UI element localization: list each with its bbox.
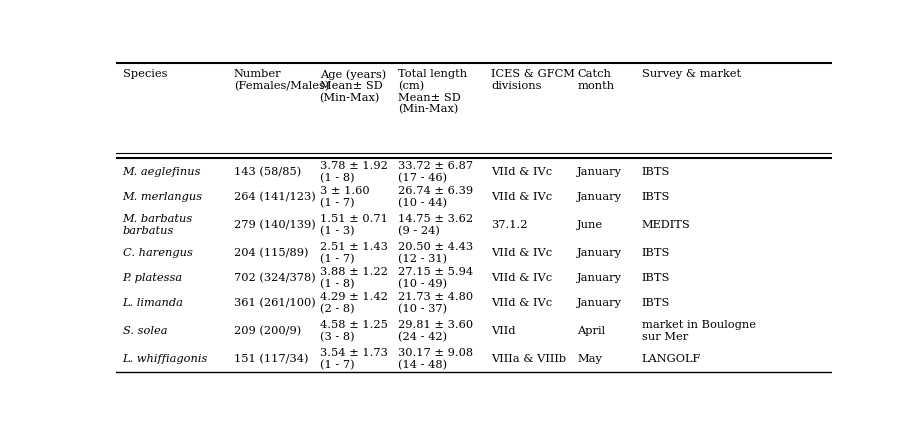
Text: VIId & IVc: VIId & IVc (492, 298, 553, 308)
Text: MEDITS: MEDITS (642, 220, 690, 230)
Text: 21.73 ± 4.80
(10 - 37): 21.73 ± 4.80 (10 - 37) (398, 292, 473, 314)
Text: 264 (141/123): 264 (141/123) (234, 192, 315, 202)
Text: L. limanda: L. limanda (123, 298, 184, 308)
Text: January: January (578, 298, 623, 308)
Text: ICES & GFCM
divisions: ICES & GFCM divisions (492, 69, 576, 114)
Text: 3.54 ± 1.73
(1 - 7): 3.54 ± 1.73 (1 - 7) (320, 348, 387, 371)
Text: 26.74 ± 6.39
(10 - 44): 26.74 ± 6.39 (10 - 44) (398, 186, 473, 208)
Text: 14.75 ± 3.62
(9 - 24): 14.75 ± 3.62 (9 - 24) (398, 214, 473, 236)
Text: IBTS: IBTS (642, 298, 670, 308)
Text: June: June (578, 220, 603, 230)
Text: 702 (324/378): 702 (324/378) (234, 273, 315, 283)
Text: IBTS: IBTS (642, 273, 670, 283)
Text: VIIIa & VIIIb: VIIIa & VIIIb (492, 354, 566, 364)
Text: Catch
month: Catch month (578, 69, 614, 114)
Text: May: May (578, 354, 602, 364)
Text: Number
(Females/Males): Number (Females/Males) (234, 69, 329, 114)
Text: 209 (200/9): 209 (200/9) (234, 326, 301, 337)
Text: Survey & market: Survey & market (642, 69, 741, 114)
Text: 29.81 ± 3.60
(24 - 42): 29.81 ± 3.60 (24 - 42) (398, 320, 473, 342)
Text: S. solea: S. solea (123, 326, 167, 336)
Text: M. barbatus
barbatus: M. barbatus barbatus (123, 214, 193, 236)
Text: 37.1.2: 37.1.2 (492, 220, 528, 230)
Text: market in Boulogne
sur Mer: market in Boulogne sur Mer (642, 320, 756, 342)
Text: 143 (58/85): 143 (58/85) (234, 167, 301, 177)
Text: VIId & IVc: VIId & IVc (492, 273, 553, 283)
Text: 30.17 ± 9.08
(14 - 48): 30.17 ± 9.08 (14 - 48) (398, 348, 473, 371)
Text: 204 (115/89): 204 (115/89) (234, 248, 309, 258)
Text: 4.58 ± 1.25
(3 - 8): 4.58 ± 1.25 (3 - 8) (320, 320, 387, 342)
Text: L. whiffiagonis: L. whiffiagonis (123, 354, 208, 364)
Text: LANGOLF: LANGOLF (642, 354, 701, 364)
Text: 2.51 ± 1.43
(1 - 7): 2.51 ± 1.43 (1 - 7) (320, 242, 387, 264)
Text: M. aeglefinus: M. aeglefinus (123, 167, 201, 177)
Text: 4.29 ± 1.42
(2 - 8): 4.29 ± 1.42 (2 - 8) (320, 292, 387, 314)
Text: M. merlangus: M. merlangus (123, 192, 202, 202)
Text: P. platessa: P. platessa (123, 273, 183, 283)
Text: 20.50 ± 4.43
(12 - 31): 20.50 ± 4.43 (12 - 31) (398, 242, 473, 264)
Text: VIId: VIId (492, 326, 516, 336)
Text: Age (years)
Mean± SD
(Min-Max): Age (years) Mean± SD (Min-Max) (320, 69, 386, 103)
Text: 3.78 ± 1.92
(1 - 8): 3.78 ± 1.92 (1 - 8) (320, 161, 387, 183)
Text: 3 ± 1.60
(1 - 7): 3 ± 1.60 (1 - 7) (320, 186, 370, 208)
Text: VIId & IVc: VIId & IVc (492, 248, 553, 258)
Text: January: January (578, 273, 623, 283)
Text: 27.15 ± 5.94
(10 - 49): 27.15 ± 5.94 (10 - 49) (398, 267, 473, 289)
Text: Species: Species (123, 69, 167, 114)
Text: 279 (140/139): 279 (140/139) (234, 220, 315, 230)
Text: April: April (578, 326, 605, 336)
Text: IBTS: IBTS (642, 167, 670, 177)
Text: VIId & IVc: VIId & IVc (492, 167, 553, 177)
Text: IBTS: IBTS (642, 248, 670, 258)
Text: IBTS: IBTS (642, 192, 670, 202)
Text: January: January (578, 167, 623, 177)
Text: 33.72 ± 6.87
(17 - 46): 33.72 ± 6.87 (17 - 46) (398, 161, 473, 183)
Text: January: January (578, 248, 623, 258)
Text: VIId & IVc: VIId & IVc (492, 192, 553, 202)
Text: 3.88 ± 1.22
(1 - 8): 3.88 ± 1.22 (1 - 8) (320, 267, 387, 289)
Text: January: January (578, 192, 623, 202)
Text: 1.51 ± 0.71
(1 - 3): 1.51 ± 0.71 (1 - 3) (320, 214, 387, 236)
Text: 151 (117/34): 151 (117/34) (234, 354, 309, 365)
Text: Total length
(cm)
Mean± SD
(Min-Max): Total length (cm) Mean± SD (Min-Max) (398, 69, 468, 115)
Text: C. harengus: C. harengus (123, 248, 192, 258)
Text: 361 (261/100): 361 (261/100) (234, 298, 315, 308)
